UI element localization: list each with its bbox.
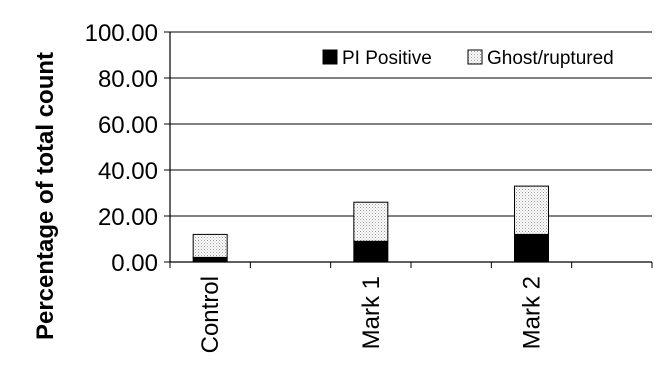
y-tick-label: 20.00 [98, 204, 158, 231]
legend: PI Positive Ghost/ruptured [322, 48, 614, 69]
y-tick-label: 60.00 [98, 112, 158, 139]
bar-segment-ghost-ruptured [353, 201, 389, 242]
gridlines [170, 31, 652, 217]
y-tick-labels: 0.00 20.00 40.00 60.00 80.00 100.00 [85, 20, 158, 277]
legend-swatch-ghost-ruptured [467, 49, 483, 65]
x-tick-label: Control [197, 276, 224, 353]
y-tick-label: 80.00 [98, 66, 158, 93]
y-tick-label: 100.00 [85, 20, 158, 47]
y-tick-label: 40.00 [98, 158, 158, 185]
axes [164, 31, 653, 268]
bar-segment-pi-positive [353, 240, 389, 263]
legend-label-ghost-ruptured: Ghost/ruptured [487, 48, 614, 69]
bar-segment-pi-positive [514, 233, 549, 263]
legend-label-pi-positive: PI Positive [342, 48, 432, 69]
x-tick-label: Mark 2 [519, 276, 546, 349]
y-tick-label: 0.00 [111, 250, 158, 277]
bar-segment-ghost-ruptured [514, 185, 549, 235]
bar-segment-ghost-ruptured [192, 233, 228, 258]
legend-swatch-pi-positive [322, 49, 338, 65]
y-axis-title: Percentage of total count [32, 52, 59, 340]
x-tick-label: Mark 1 [358, 276, 385, 349]
bar-segment-pi-positive [192, 256, 228, 263]
x-tick-labels: Control Mark 1 Mark 2 [197, 276, 545, 353]
bars [192, 185, 549, 263]
